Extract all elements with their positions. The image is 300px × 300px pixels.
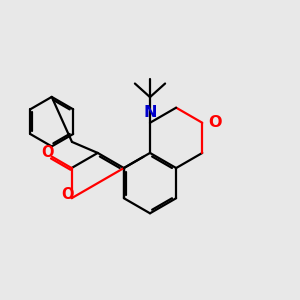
Text: O: O [61, 187, 74, 202]
Text: N: N [143, 105, 157, 120]
Text: O: O [41, 145, 54, 160]
Text: O: O [208, 115, 221, 130]
